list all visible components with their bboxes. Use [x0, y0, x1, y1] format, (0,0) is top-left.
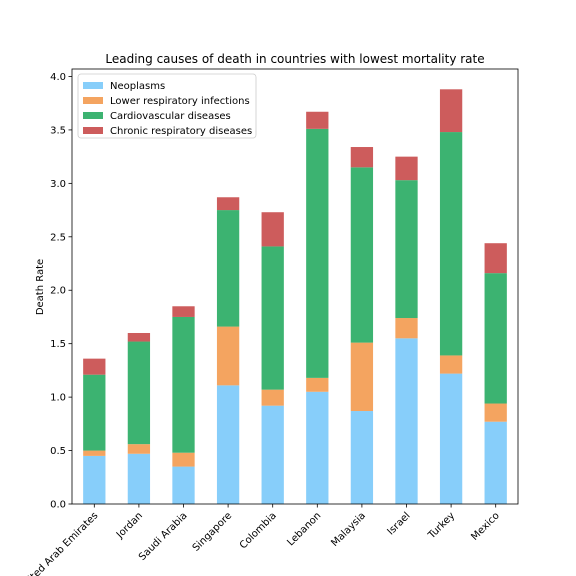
bar-segment-2-1 — [83, 450, 106, 456]
legend-box — [77, 73, 257, 139]
legend-label-2: Lower respiratory infections — [110, 96, 250, 107]
bar-segment-4-1 — [83, 358, 106, 375]
bar-segment-3-10 — [484, 273, 507, 404]
y-tick-label: 0.0 — [50, 500, 66, 511]
bar-segment-1-8 — [395, 338, 418, 504]
bar-segment-4-4 — [216, 197, 240, 211]
legend-swatch-3 — [83, 112, 103, 119]
x-tick-label: Malaysia — [329, 510, 368, 549]
y-tick-label: 0.5 — [50, 446, 66, 457]
bar-segment-1-10 — [484, 421, 507, 504]
legend-label-4: Chronic respiratory diseases — [110, 126, 252, 137]
bar-segment-3-1 — [83, 374, 106, 451]
bar-segment-1-5 — [261, 405, 284, 504]
bar-segment-4-10 — [484, 243, 507, 274]
y-tick-label: 1.5 — [50, 339, 66, 350]
bar-segment-4-6 — [306, 111, 329, 129]
bar-segment-2-6 — [306, 377, 329, 392]
y-tick-label: 1.0 — [50, 393, 66, 404]
x-tick-label: Singapore — [191, 510, 234, 553]
x-tick-label: Mexico — [469, 510, 501, 542]
bar-segment-1-3 — [172, 466, 195, 504]
bar-segment-3-9 — [439, 132, 463, 356]
bar-segment-1-2 — [127, 453, 151, 504]
bar-segment-2-8 — [395, 318, 418, 339]
bars-group — [83, 89, 507, 504]
bar-segment-3-5 — [261, 246, 284, 390]
y-tick-label: 4.0 — [50, 72, 66, 83]
x-tick-label: United Arab Emirates — [17, 510, 100, 576]
bar-segment-1-7 — [350, 411, 374, 504]
bar-segment-4-8 — [395, 156, 418, 181]
y-tick-label: 3.5 — [50, 125, 66, 136]
bar-segment-3-4 — [216, 210, 240, 327]
bar-segment-4-3 — [172, 306, 195, 317]
legend-swatch-4 — [83, 127, 103, 134]
plot-frame — [71, 68, 519, 505]
legend-label-3: Cardiovascular diseases — [110, 111, 231, 122]
bar-segment-4-2 — [127, 332, 151, 342]
bar-segment-2-4 — [216, 326, 240, 386]
bar-segment-3-8 — [395, 180, 418, 319]
y-tick-label: 3.0 — [50, 179, 66, 190]
bar-segment-1-6 — [306, 391, 329, 504]
bar-segment-1-4 — [216, 385, 240, 504]
legend: Neoplasms Lower respiratory infections Car… — [77, 73, 257, 139]
bar-segment-3-3 — [172, 316, 195, 453]
x-tick-label: Colombia — [238, 510, 279, 551]
bar-segment-4-9 — [439, 89, 463, 133]
y-axis-label: Death Rate — [35, 259, 46, 315]
bar-segment-4-5 — [261, 212, 284, 247]
x-tick-label: Turkey — [426, 510, 458, 542]
bar-segment-3-6 — [306, 128, 329, 378]
chart-title: Leading causes of death in countries wit… — [105, 52, 484, 66]
y-tick-label: 2.5 — [50, 232, 66, 243]
x-tick-label: Jordan — [114, 510, 145, 541]
legend-label-1: Neoplasms — [110, 81, 165, 92]
legend-swatch-2 — [83, 97, 103, 104]
bar-segment-3-7 — [350, 167, 374, 343]
legend-swatch-1 — [83, 82, 103, 89]
bar-segment-1-9 — [439, 373, 463, 504]
bar-segment-4-7 — [350, 147, 374, 168]
bar-segment-1-1 — [83, 455, 106, 504]
x-tick-label: Israel — [386, 510, 413, 537]
x-tick-label: Lebanon — [285, 510, 323, 548]
bar-segment-2-3 — [172, 452, 195, 467]
bar-segment-2-10 — [484, 403, 507, 422]
bar-segment-2-7 — [350, 342, 374, 412]
y-tick-label: 2.0 — [50, 286, 66, 297]
bar-segment-2-5 — [261, 389, 284, 406]
bar-segment-2-2 — [127, 444, 151, 454]
bar-segment-3-2 — [127, 341, 151, 445]
bar-segment-2-9 — [439, 355, 463, 374]
